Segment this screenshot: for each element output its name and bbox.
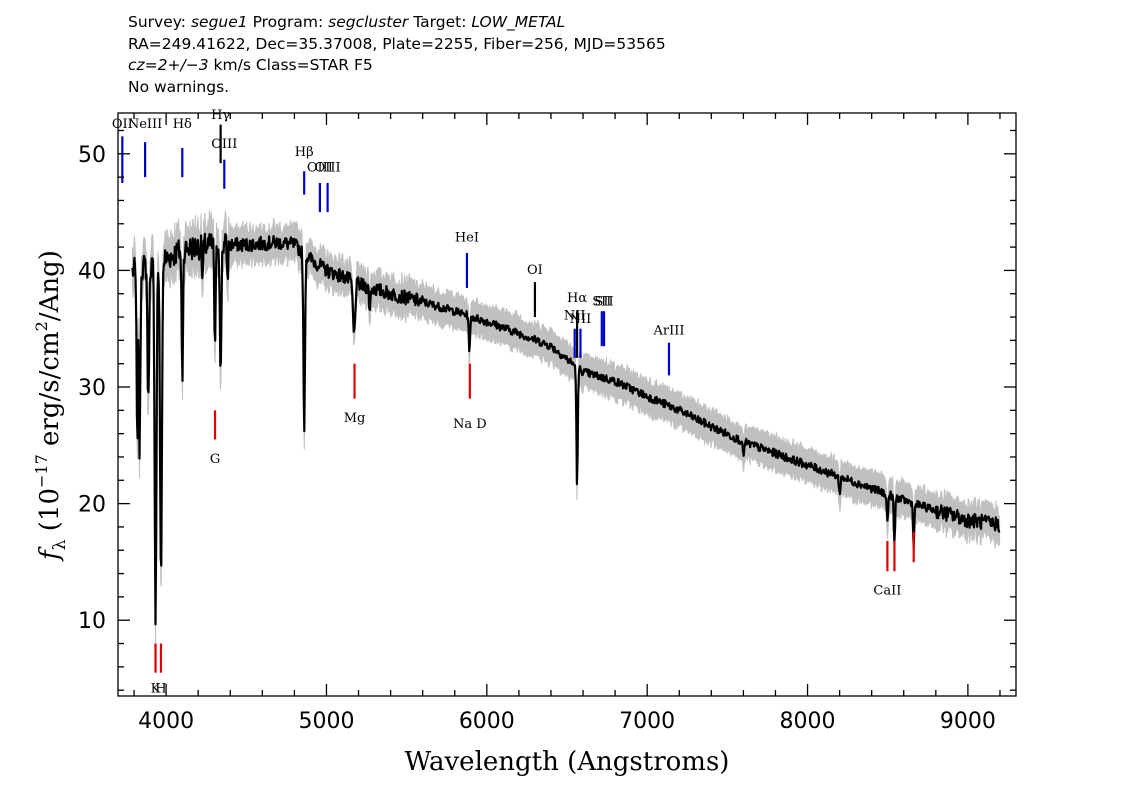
error-band <box>131 210 1001 645</box>
emission-line-label: ArIII <box>652 324 684 339</box>
emission-line-label: NII <box>564 308 586 323</box>
spectrum-layer <box>131 232 1001 626</box>
program-label: Program: <box>252 13 324 31</box>
emission-line-label: OIII <box>315 160 341 175</box>
reference-line-label: Hγ <box>211 108 230 123</box>
x-tick-label: 8000 <box>780 709 836 734</box>
y-tick-label: 20 <box>78 493 106 518</box>
emission-line-label: OIII <box>307 160 333 175</box>
ticks-layer: 4000 5000 6000 7000 8000 9000 10 20 30 40 50 <box>78 113 1016 734</box>
spectrum-line <box>131 232 1001 626</box>
plot-header: Survey: segue1 Program: segcluster Targe… <box>128 12 928 98</box>
x-tick-label: 4000 <box>138 709 194 734</box>
emission-line-label: NII <box>570 312 592 327</box>
absorption-line-label: CaII <box>873 584 901 599</box>
y-tick-label: 30 <box>78 376 106 401</box>
error-band-layer <box>131 210 1001 645</box>
absorption-line-label: G <box>210 452 220 467</box>
y-axis-title: fλ (10−17 erg/s/cm2/Ang) <box>32 250 70 562</box>
survey-label: Survey: <box>128 13 187 31</box>
survey-value: segue1 <box>190 13 248 31</box>
reference-line-label: OI <box>527 263 543 278</box>
y-tick-label: 40 <box>78 259 106 284</box>
x-tick-label: 9000 <box>940 709 996 734</box>
emission-line-label: Hβ <box>295 145 314 160</box>
emission-line-label: SII <box>592 294 611 309</box>
absorption-line-label: K <box>151 682 161 697</box>
header-coords-line: RA=249.41622, Dec=35.37008, Plate=2255, … <box>128 34 666 53</box>
absorption-line-label: Mg <box>344 411 366 426</box>
x-tick-label: 5000 <box>298 709 354 734</box>
y-tick-label: 50 <box>78 143 106 168</box>
emission-line-label: HeI <box>455 230 479 245</box>
reference-line-label: Hα <box>567 291 587 306</box>
x-tick-label: 7000 <box>619 709 675 734</box>
emission-line-label: Hδ <box>173 117 192 132</box>
header-warnings-line: No warnings. <box>128 77 230 96</box>
y-tick-label: 10 <box>78 609 106 634</box>
cz-units-class: km/s Class=STAR F5 <box>213 56 373 74</box>
emission-line-label: OIII <box>211 137 237 152</box>
x-tick-label: 6000 <box>459 709 515 734</box>
emission-line-label: SII <box>594 294 613 309</box>
emission-line-label: OII <box>112 117 133 132</box>
target-value: LOW_METAL <box>471 13 566 31</box>
x-axis-title: Wavelength (Angstroms) <box>405 747 730 777</box>
emission-line-label: NeIII <box>128 117 162 132</box>
absorption-line-label: Na D <box>453 417 487 432</box>
program-value: segcluster <box>328 13 409 31</box>
absorption-line-label: H <box>155 682 166 697</box>
cz-value: cz=2+/−3 <box>128 56 209 74</box>
header-survey-line: Survey: segue1 Program: segcluster Targe… <box>128 12 928 34</box>
target-label: Target: <box>413 13 467 31</box>
plot-frame <box>117 112 1017 697</box>
header-redshift-line: cz=2+/−3 km/s Class=STAR F5 <box>128 55 928 77</box>
